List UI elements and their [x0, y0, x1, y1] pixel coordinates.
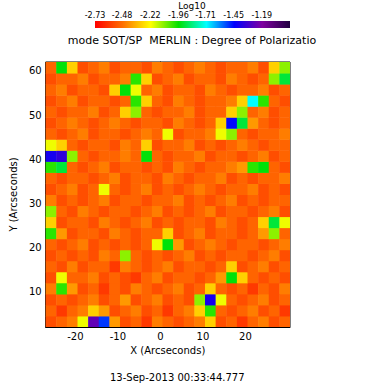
svg-text:10: 10 [197, 331, 210, 342]
svg-text:X (Arcseconds): X (Arcseconds) [130, 345, 205, 356]
svg-text:Y (Arcseconds): Y (Arcseconds) [8, 157, 19, 232]
svg-text:50: 50 [29, 110, 42, 121]
svg-text:-10: -10 [110, 331, 126, 342]
svg-text:mode SOT/SP MERLIN : Degree o: mode SOT/SP MERLIN : Degree of Polarizat… [68, 34, 317, 47]
svg-text:20: 20 [29, 242, 42, 253]
svg-text:-1.45: -1.45 [223, 11, 244, 20]
svg-text:Log10: Log10 [178, 1, 206, 11]
svg-text:13-Sep-2013 00:33:44.777: 13-Sep-2013 00:33:44.777 [110, 372, 245, 383]
svg-text:-1.71: -1.71 [195, 11, 216, 20]
svg-text:60: 60 [29, 65, 42, 76]
svg-text:30: 30 [29, 198, 42, 209]
svg-text:-20: -20 [67, 331, 83, 342]
svg-text:-1.96: -1.96 [168, 11, 189, 20]
svg-text:10: 10 [29, 286, 42, 297]
svg-text:20: 20 [239, 331, 252, 342]
svg-text:-2.22: -2.22 [140, 11, 161, 20]
svg-text:40: 40 [29, 154, 42, 165]
svg-text:-2.48: -2.48 [112, 11, 133, 20]
svg-text:-1.19: -1.19 [251, 11, 272, 20]
svg-text:0: 0 [157, 331, 163, 342]
svg-text:-2.73: -2.73 [85, 11, 106, 20]
